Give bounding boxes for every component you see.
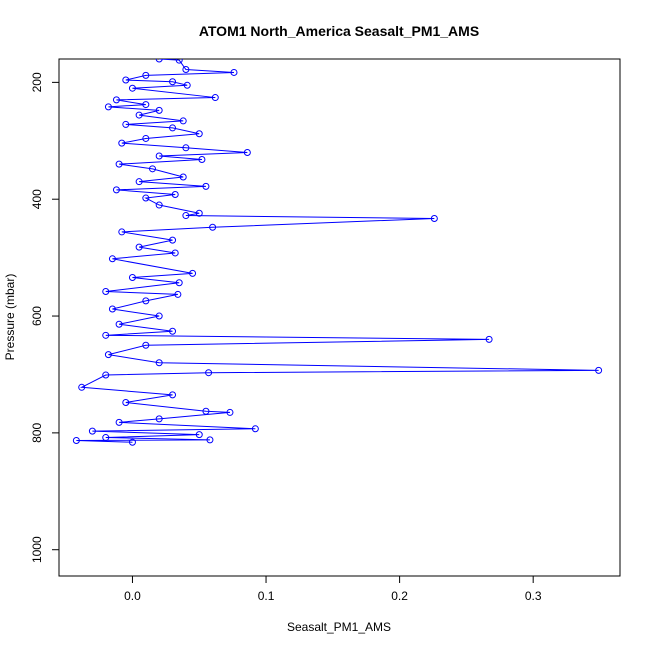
- data-point: [485, 335, 493, 343]
- data-point: [174, 290, 182, 298]
- data-point: [169, 236, 177, 244]
- data-point: [104, 351, 112, 359]
- data-point: [118, 228, 126, 236]
- data-point: [128, 438, 136, 446]
- data-point: [206, 436, 214, 444]
- data-point: [169, 124, 177, 132]
- data-point: [175, 279, 183, 287]
- data-point: [226, 408, 234, 416]
- data-point: [209, 223, 217, 231]
- data-point: [251, 425, 259, 433]
- data-point: [195, 431, 203, 439]
- data-point: [183, 81, 191, 89]
- data-series: [72, 59, 603, 446]
- x-tick-label: 0.0: [124, 589, 141, 603]
- data-point: [88, 427, 96, 435]
- data-point: [155, 359, 163, 367]
- data-point: [211, 94, 219, 102]
- x-axis: 0.0 0.1 0.2 0.3: [124, 575, 542, 603]
- data-point: [135, 243, 143, 251]
- data-point: [115, 418, 123, 426]
- data-point: [195, 209, 203, 217]
- data-point: [155, 312, 163, 320]
- data-point: [169, 78, 177, 86]
- data-point: [102, 288, 110, 295]
- series-line: [76, 59, 599, 443]
- data-point: [202, 182, 210, 190]
- y-tick-label: 1000: [30, 536, 44, 563]
- data-point: [430, 214, 438, 222]
- data-point: [108, 255, 116, 263]
- data-point: [182, 212, 190, 220]
- data-point: [169, 391, 177, 399]
- data-point: [169, 327, 177, 335]
- data-point: [122, 120, 130, 128]
- data-point: [155, 201, 163, 209]
- data-point: [142, 71, 150, 79]
- data-point: [155, 152, 163, 160]
- data-point: [135, 111, 143, 119]
- data-point: [202, 407, 210, 415]
- data-point: [128, 273, 136, 281]
- y-axis: 200 400 600 800 1000: [30, 72, 60, 563]
- data-point: [195, 130, 203, 138]
- y-tick-label: 200: [30, 72, 44, 92]
- data-point: [205, 369, 213, 377]
- data-point: [155, 415, 163, 423]
- y-tick-label: 600: [30, 306, 44, 326]
- data-point: [179, 117, 187, 125]
- data-point: [115, 160, 123, 168]
- y-axis-label: Pressure (mbar): [3, 274, 17, 361]
- data-point: [142, 341, 150, 349]
- data-point: [112, 96, 120, 104]
- data-point: [189, 269, 197, 277]
- data-point: [102, 434, 110, 442]
- data-point: [175, 59, 183, 64]
- data-point: [155, 59, 163, 63]
- data-point: [112, 186, 120, 194]
- data-point: [155, 106, 163, 114]
- data-point: [142, 101, 150, 109]
- y-tick-label: 400: [30, 189, 44, 209]
- data-point: [122, 399, 130, 406]
- data-point: [108, 305, 116, 313]
- data-point: [104, 103, 112, 111]
- data-point: [149, 165, 156, 173]
- data-point: [115, 320, 123, 328]
- data-point: [179, 173, 187, 181]
- chart-title: ATOM1 North_America Seasalt_PM1_AMS: [199, 23, 479, 39]
- data-point: [142, 134, 150, 142]
- x-tick-label: 0.1: [258, 589, 275, 603]
- data-point: [142, 194, 150, 202]
- data-point: [78, 383, 86, 391]
- data-point: [142, 297, 150, 305]
- data-point: [171, 249, 179, 257]
- data-point: [198, 155, 206, 163]
- data-point: [182, 66, 190, 74]
- data-point: [135, 178, 143, 186]
- x-tick-label: 0.2: [391, 589, 408, 603]
- data-point: [230, 68, 238, 76]
- data-point: [102, 331, 110, 339]
- x-tick-label: 0.3: [525, 589, 542, 603]
- data-point: [182, 144, 190, 152]
- data-point: [122, 76, 130, 84]
- y-tick-label: 800: [30, 423, 44, 443]
- data-point: [128, 84, 136, 92]
- data-point: [102, 371, 110, 379]
- x-axis-label: Seasalt_PM1_AMS: [287, 620, 391, 634]
- data-point: [171, 191, 179, 199]
- data-point: [72, 436, 80, 444]
- data-point: [595, 366, 603, 374]
- data-point: [243, 148, 251, 156]
- data-point: [118, 139, 126, 147]
